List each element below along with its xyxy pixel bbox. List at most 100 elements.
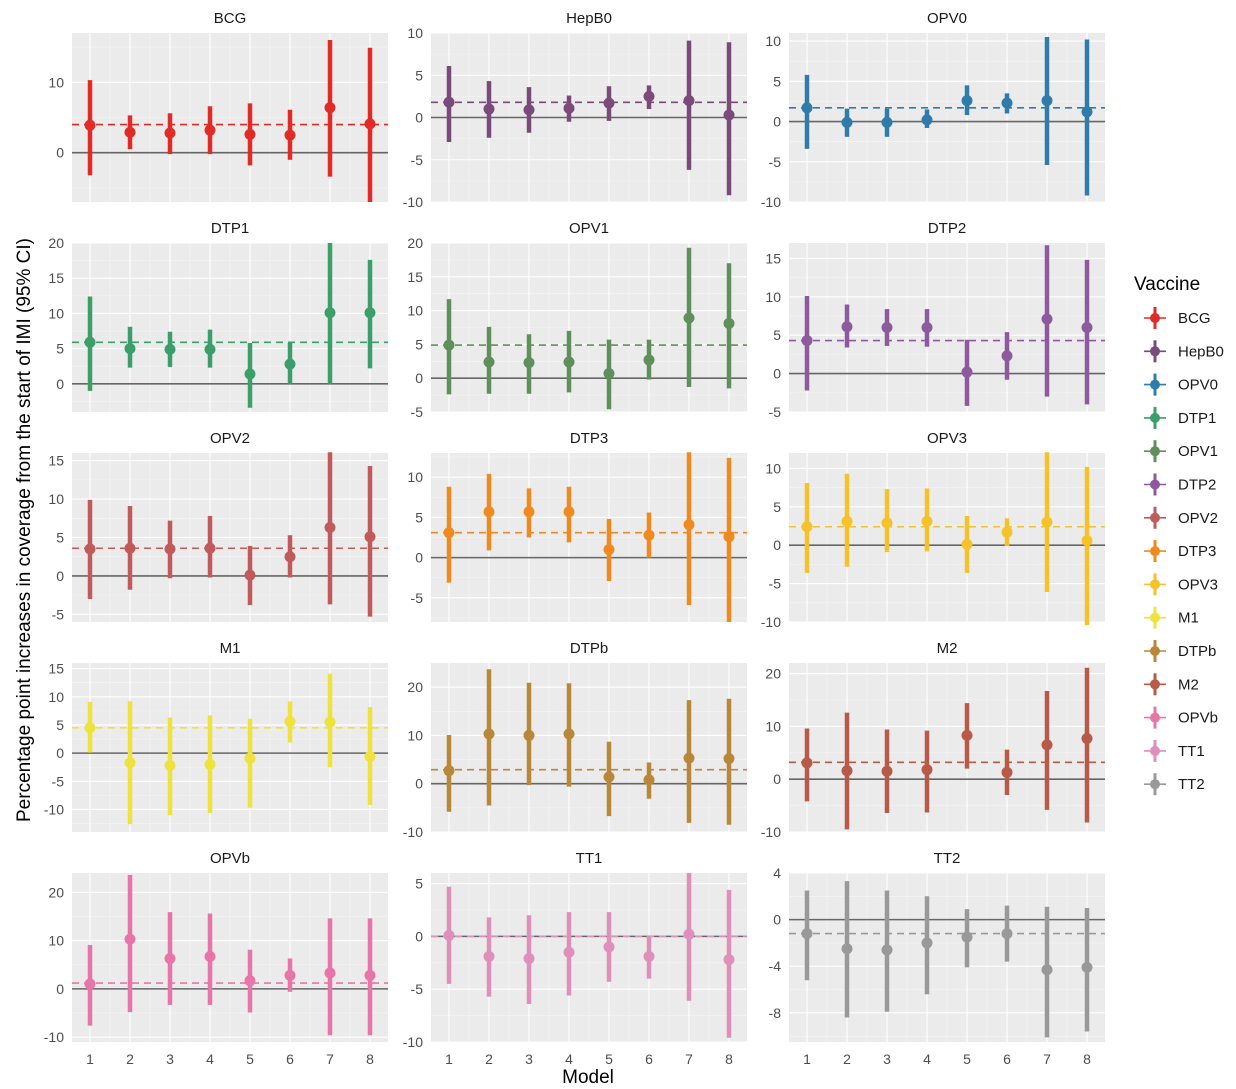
panel-opv2: -5 0 5 10 15 OPV2 (48, 430, 388, 622)
estimate-point-m2-1 (801, 757, 813, 769)
estimate-point-tt2-5 (961, 931, 973, 943)
y-tick-label: 10 (48, 689, 64, 705)
estimate-point-hepb0-2 (483, 103, 495, 115)
legend-label-opv0: OPV0 (1178, 377, 1218, 394)
y-tick-label: 10 (48, 305, 64, 321)
estimate-point-tt2-1 (801, 928, 813, 940)
panel-hepb0: -10 -5 0 5 10 HepB0 (403, 10, 747, 210)
y-tick-label: 5 (415, 876, 423, 892)
panel-title-opvb: OPVb (210, 850, 250, 867)
estimate-point-dtpb-4 (563, 728, 575, 740)
panel-dtp2: -5 0 5 10 15 DTP2 (765, 220, 1105, 420)
y-tick-label: -10 (44, 1029, 64, 1045)
estimate-point-dtp3-7 (683, 519, 695, 531)
y-tick-label: -5 (411, 981, 424, 997)
estimate-point-dtpb-5 (603, 771, 615, 783)
y-tick-label: -4 (769, 958, 782, 974)
y-tick-label: 0 (56, 376, 64, 392)
legend-key-point (1150, 745, 1160, 756)
legend-item-dtp1: DTP1 (1144, 406, 1216, 429)
estimate-point-opv0-2 (841, 116, 853, 128)
estimate-point-dtp2-7 (1041, 313, 1053, 325)
legend-label-opv2: OPV2 (1178, 510, 1218, 527)
y-tick-label: 0 (415, 550, 423, 566)
legend-item-opv0: OPV0 (1144, 373, 1218, 396)
y-tick-label: 0 (773, 912, 781, 928)
estimate-point-dtp1-6 (284, 358, 296, 370)
y-tick-label: 15 (407, 269, 423, 285)
y-tick-label: 4 (773, 865, 781, 881)
estimate-point-opv0-1 (801, 102, 813, 114)
estimate-point-opv2-8 (364, 531, 376, 543)
legend-item-m1: M1 (1144, 606, 1199, 629)
estimate-point-opv2-4 (204, 542, 216, 554)
estimate-point-dtpb-3 (523, 729, 535, 741)
estimate-point-dtp3-6 (643, 529, 655, 541)
x-tick-label: 3 (166, 1051, 174, 1067)
x-tick-label: 7 (685, 1051, 693, 1067)
y-tick-label: 15 (765, 250, 781, 266)
estimate-point-opv3-8 (1081, 535, 1093, 547)
y-tick-label: 20 (407, 235, 423, 251)
estimate-point-dtp3-1 (443, 527, 455, 539)
estimate-point-bcg-8 (364, 118, 376, 130)
legend-key-point (1150, 779, 1160, 790)
x-tick-label: 1 (86, 1051, 94, 1067)
estimate-point-dtp2-8 (1081, 322, 1093, 333)
panel-title-opv2: OPV2 (210, 430, 250, 447)
panel-title-opv0: OPV0 (927, 10, 967, 27)
y-tick-label: -5 (411, 404, 424, 420)
estimate-point-dtp1-4 (204, 343, 216, 355)
legend-item-tt1: TT1 (1144, 739, 1205, 762)
estimate-point-tt1-6 (643, 950, 655, 962)
y-tick-label: 5 (415, 67, 423, 83)
x-tick-label: 4 (206, 1051, 214, 1067)
estimate-point-m1-3 (164, 760, 176, 772)
legend-item-opv1: OPV1 (1144, 440, 1218, 463)
estimate-point-opv1-8 (723, 317, 735, 329)
estimate-point-tt2-4 (921, 937, 933, 949)
legend-label-dtpb: DTPb (1178, 643, 1216, 660)
estimate-point-bcg-3 (164, 127, 176, 139)
y-tick-label: -8 (769, 1005, 782, 1021)
estimate-point-dtp3-5 (603, 544, 615, 556)
estimate-point-m2-5 (961, 729, 973, 741)
y-tick-label: 10 (48, 933, 64, 949)
x-tick-label: 8 (725, 1051, 733, 1067)
y-tick-label: 20 (48, 884, 64, 900)
x-tick-label: 6 (286, 1051, 294, 1067)
estimate-point-dtp1-2 (124, 343, 136, 355)
y-tick-label: 10 (407, 303, 423, 319)
y-tick-label: -5 (52, 606, 65, 622)
estimate-point-opvb-3 (164, 952, 176, 964)
panel-tt2: -8 -4 0 4 1 2 3 4 5 6 7 8 TT2 (769, 850, 1105, 1067)
estimate-point-m2-7 (1041, 739, 1053, 751)
estimate-point-opv3-5 (961, 538, 973, 550)
estimate-point-opv0-5 (961, 95, 973, 107)
y-tick-label: 20 (765, 666, 781, 682)
estimate-point-dtp1-7 (324, 307, 336, 319)
x-tick-label: 1 (445, 1051, 453, 1067)
estimate-point-opvb-5 (244, 975, 256, 987)
estimate-point-dtpb-6 (643, 774, 655, 786)
estimate-point-m2-8 (1081, 733, 1093, 745)
estimate-point-m2-4 (921, 764, 933, 776)
estimate-point-opv3-3 (881, 517, 893, 529)
estimate-point-opv0-7 (1041, 95, 1053, 107)
estimate-point-m1-6 (284, 716, 296, 728)
x-tick-label: 6 (645, 1051, 653, 1067)
legend-key-point (1150, 313, 1160, 323)
panel-title-hepb0: HepB0 (566, 10, 612, 27)
estimate-point-opv0-3 (881, 116, 893, 128)
x-tick-label: 8 (366, 1051, 374, 1067)
panel-title-bcg: BCG (214, 10, 247, 27)
y-tick-label: 10 (48, 491, 64, 507)
legend-item-hepb0: HepB0 (1144, 340, 1224, 363)
estimate-point-opv3-6 (1001, 526, 1013, 538)
estimate-point-opvb-6 (284, 969, 296, 981)
y-tick-label: 5 (56, 341, 64, 357)
y-tick-label: 0 (415, 370, 423, 386)
estimate-point-hepb0-1 (443, 96, 455, 108)
y-tick-label: -10 (44, 801, 64, 817)
y-tick-label: 0 (773, 537, 781, 553)
